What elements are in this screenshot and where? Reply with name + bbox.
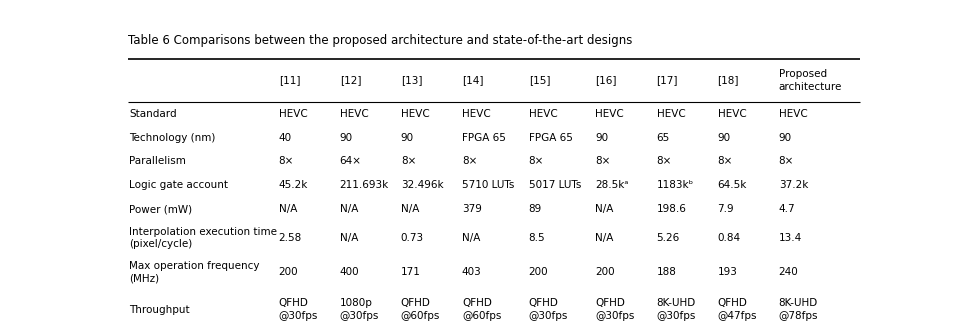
Text: 5017 LUTs: 5017 LUTs (528, 180, 581, 190)
Text: 0.73: 0.73 (401, 233, 424, 243)
Text: 211.693k: 211.693k (339, 180, 388, 190)
Text: QFHD
@30fps: QFHD @30fps (279, 298, 318, 321)
Text: 45.2k: 45.2k (279, 180, 308, 190)
Text: 5.26: 5.26 (656, 233, 680, 243)
Text: 32.496k: 32.496k (401, 180, 443, 190)
Text: 2.58: 2.58 (279, 233, 302, 243)
Text: 8K-UHD
@30fps: 8K-UHD @30fps (656, 298, 696, 321)
Text: 8×: 8× (717, 156, 733, 167)
Text: 200: 200 (279, 267, 298, 277)
Text: 40: 40 (279, 133, 292, 143)
Text: 193: 193 (717, 267, 737, 277)
Text: 400: 400 (339, 267, 360, 277)
Text: N/A: N/A (462, 233, 480, 243)
Text: 8×: 8× (656, 156, 672, 167)
Text: 13.4: 13.4 (779, 233, 802, 243)
Text: FPGA 65: FPGA 65 (528, 133, 573, 143)
Text: N/A: N/A (279, 204, 297, 214)
Text: [12]: [12] (339, 76, 362, 85)
Text: 8×: 8× (596, 156, 611, 167)
Text: [16]: [16] (596, 76, 617, 85)
Text: 8×: 8× (779, 156, 794, 167)
Text: Technology (nm): Technology (nm) (129, 133, 216, 143)
Text: HEVC: HEVC (462, 109, 491, 119)
Text: Power (mW): Power (mW) (129, 204, 193, 214)
Text: 90: 90 (401, 133, 414, 143)
Text: 1080p
@30fps: 1080p @30fps (339, 298, 379, 321)
Text: HEVC: HEVC (279, 109, 308, 119)
Text: 64×: 64× (339, 156, 362, 167)
Text: 379: 379 (462, 204, 482, 214)
Text: N/A: N/A (339, 233, 358, 243)
Text: Standard: Standard (129, 109, 177, 119)
Text: Parallelism: Parallelism (129, 156, 186, 167)
Text: FPGA 65: FPGA 65 (462, 133, 506, 143)
Text: HEVC: HEVC (528, 109, 557, 119)
Text: [18]: [18] (717, 76, 739, 85)
Text: Proposed
architecture: Proposed architecture (779, 69, 843, 92)
Text: 89: 89 (528, 204, 542, 214)
Text: [14]: [14] (462, 76, 483, 85)
Text: HEVC: HEVC (596, 109, 625, 119)
Text: 188: 188 (656, 267, 677, 277)
Text: QFHD
@30fps: QFHD @30fps (528, 298, 568, 321)
Text: N/A: N/A (596, 204, 614, 214)
Text: Throughput: Throughput (129, 304, 190, 315)
Text: 64.5k: 64.5k (717, 180, 747, 190)
Text: 171: 171 (401, 267, 420, 277)
Text: 90: 90 (717, 133, 731, 143)
Text: HEVC: HEVC (339, 109, 368, 119)
Text: HEVC: HEVC (779, 109, 808, 119)
Text: N/A: N/A (596, 233, 614, 243)
Text: 65: 65 (656, 133, 670, 143)
Text: 8×: 8× (462, 156, 477, 167)
Text: 37.2k: 37.2k (779, 180, 808, 190)
Text: 200: 200 (528, 267, 549, 277)
Text: [13]: [13] (401, 76, 422, 85)
Text: HEVC: HEVC (401, 109, 430, 119)
Text: HEVC: HEVC (717, 109, 746, 119)
Text: 7.9: 7.9 (717, 204, 735, 214)
Text: 5710 LUTs: 5710 LUTs (462, 180, 514, 190)
Text: 90: 90 (779, 133, 791, 143)
Text: 198.6: 198.6 (656, 204, 686, 214)
Text: Table 6 Comparisons between the proposed architecture and state-of-the-art desig: Table 6 Comparisons between the proposed… (128, 34, 632, 47)
Text: QFHD
@47fps: QFHD @47fps (717, 298, 757, 321)
Text: QFHD
@60fps: QFHD @60fps (462, 298, 501, 321)
Text: 90: 90 (339, 133, 353, 143)
Text: [17]: [17] (656, 76, 678, 85)
Text: 28.5kᵃ: 28.5kᵃ (596, 180, 629, 190)
Text: [11]: [11] (279, 76, 300, 85)
Text: 4.7: 4.7 (779, 204, 795, 214)
Text: 8×: 8× (401, 156, 416, 167)
Text: HEVC: HEVC (656, 109, 685, 119)
Text: 1183kᵇ: 1183kᵇ (656, 180, 694, 190)
Text: Interpolation execution time
(pixel/cycle): Interpolation execution time (pixel/cycl… (129, 227, 278, 249)
Text: 8K-UHD
@78fps: 8K-UHD @78fps (779, 298, 818, 321)
Text: [15]: [15] (528, 76, 550, 85)
Text: 8.5: 8.5 (528, 233, 546, 243)
Text: 403: 403 (462, 267, 482, 277)
Text: N/A: N/A (401, 204, 419, 214)
Text: 0.84: 0.84 (717, 233, 740, 243)
Text: QFHD
@30fps: QFHD @30fps (596, 298, 635, 321)
Text: N/A: N/A (339, 204, 358, 214)
Text: Max operation frequency
(MHz): Max operation frequency (MHz) (129, 261, 260, 283)
Text: QFHD
@60fps: QFHD @60fps (401, 298, 441, 321)
Text: 200: 200 (596, 267, 615, 277)
Text: 240: 240 (779, 267, 798, 277)
Text: 8×: 8× (279, 156, 294, 167)
Text: 8×: 8× (528, 156, 544, 167)
Text: Logic gate account: Logic gate account (129, 180, 228, 190)
Text: 90: 90 (596, 133, 608, 143)
